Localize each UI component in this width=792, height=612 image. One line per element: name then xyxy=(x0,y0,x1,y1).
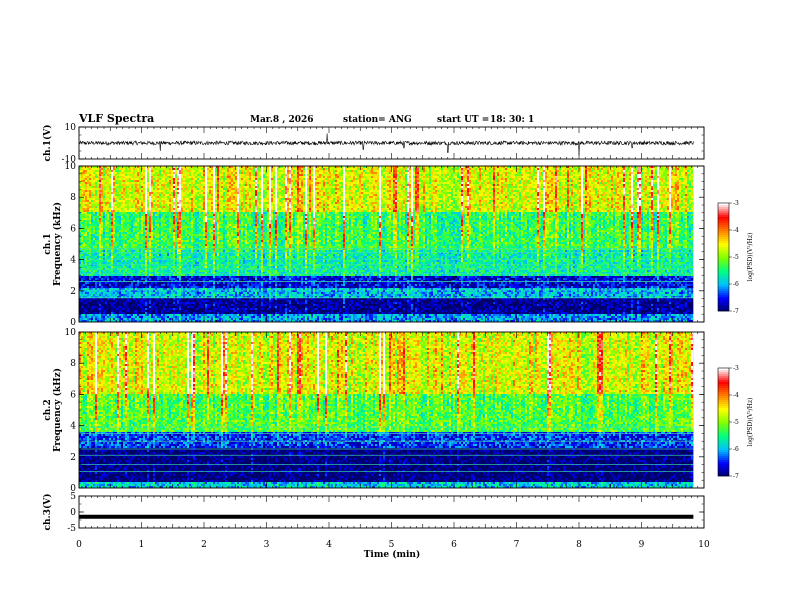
ch1-spectrogram-panel: 0 2 4 6 8 10 ch.1 Frequency (kHz) xyxy=(43,162,705,328)
y-tick-label: 10 xyxy=(65,162,77,172)
x-tick-label: 4 xyxy=(326,540,332,550)
colorbar-label: log(PSD)(V²/Hz) xyxy=(747,233,754,282)
header-date: Mar.8 , 2026 xyxy=(250,115,314,125)
x-tick-label: 8 xyxy=(576,540,582,550)
colorbar-tick-label: -6 xyxy=(733,446,739,453)
y-tick-label: 10 xyxy=(65,123,77,133)
header-start-time: 18: 30: 1 xyxy=(490,115,534,125)
ch3-voltage-ylabel: ch.3(V) xyxy=(42,494,53,531)
colorbar-tick-label: -4 xyxy=(733,392,739,399)
colorbar-label: log(PSD)(V²/Hz) xyxy=(747,398,754,447)
ch1-voltage-panel: 10 -10 ch.1(V) xyxy=(42,123,705,165)
x-tick-label: 0 xyxy=(76,540,82,550)
ch1-voltage-trace xyxy=(78,133,694,156)
ch1-spectrogram-ylabel-channel: ch.1 xyxy=(43,233,53,254)
ch1-spectrogram-image xyxy=(79,166,704,322)
y-tick-label: 6 xyxy=(70,390,76,400)
time-axis: 0 1 2 3 4 5 6 7 8 9 10 xyxy=(76,540,710,550)
colorbar-tick-label: -5 xyxy=(733,419,739,426)
ch2-spectrogram-image xyxy=(79,332,704,488)
y-tick-label: 0 xyxy=(70,508,76,518)
x-tick-label: 1 xyxy=(139,540,145,550)
y-tick-label: -10 xyxy=(62,155,77,165)
ch1-voltage-ylabel: ch.1(V) xyxy=(42,125,53,162)
ch2-spectrogram-ylabel-channel: ch.2 xyxy=(43,399,53,420)
colorbar-tick-label: -4 xyxy=(733,227,739,234)
x-tick-label: 7 xyxy=(514,540,520,550)
y-tick-label: 8 xyxy=(70,359,76,369)
ch2-spectrogram-ylabel-frequency: Frequency (kHz) xyxy=(52,368,63,452)
ch2-colorbar: -3 -4 -5 -6 -7 log(PSD)(V²/Hz) xyxy=(717,365,754,480)
x-tick-label: 6 xyxy=(451,540,457,550)
header-station: station= ANG xyxy=(343,115,412,125)
y-tick-label: 0 xyxy=(70,484,76,494)
y-tick-label: 6 xyxy=(70,224,76,234)
x-tick-label: 2 xyxy=(201,540,207,550)
colorbar-tick-label: -3 xyxy=(733,365,739,372)
colorbar-tick-label: -5 xyxy=(733,254,739,261)
ch3-voltage-panel: 5 0 -5 ch.3(V) xyxy=(42,492,705,534)
y-tick-label: 4 xyxy=(70,256,76,266)
ch1-colorbar: -3 -4 -5 -6 -7 log(PSD)(V²/Hz) xyxy=(717,200,754,315)
header-start-label: start UT = xyxy=(437,115,489,125)
y-tick-label: 5 xyxy=(70,492,76,502)
colorbar-tick-label: -7 xyxy=(733,308,739,315)
x-axis-label: Time (min) xyxy=(364,549,421,560)
x-tick-label: 10 xyxy=(698,540,710,550)
y-tick-label: 8 xyxy=(70,193,76,203)
y-tick-label: 2 xyxy=(70,453,76,463)
x-tick-label: 3 xyxy=(264,540,270,550)
ch1-spectrogram-ylabel-frequency: Frequency (kHz) xyxy=(52,202,63,286)
y-tick-label: 2 xyxy=(70,287,76,297)
y-tick-label: 0 xyxy=(70,318,76,328)
ch2-spectrogram-panel: 0 2 4 6 8 10 ch.2 Frequency (kHz) xyxy=(43,328,705,494)
colorbar-tick-label: -7 xyxy=(733,473,739,480)
x-tick-label: 5 xyxy=(389,540,395,550)
x-tick-label: 9 xyxy=(639,540,645,550)
y-tick-label: -5 xyxy=(67,524,76,534)
y-tick-label: 10 xyxy=(65,328,77,338)
colorbar-tick-label: -3 xyxy=(733,200,739,207)
figure-title: VLF Spectra xyxy=(78,112,154,125)
colorbar-tick-label: -6 xyxy=(733,281,739,288)
y-tick-label: 4 xyxy=(70,422,76,432)
